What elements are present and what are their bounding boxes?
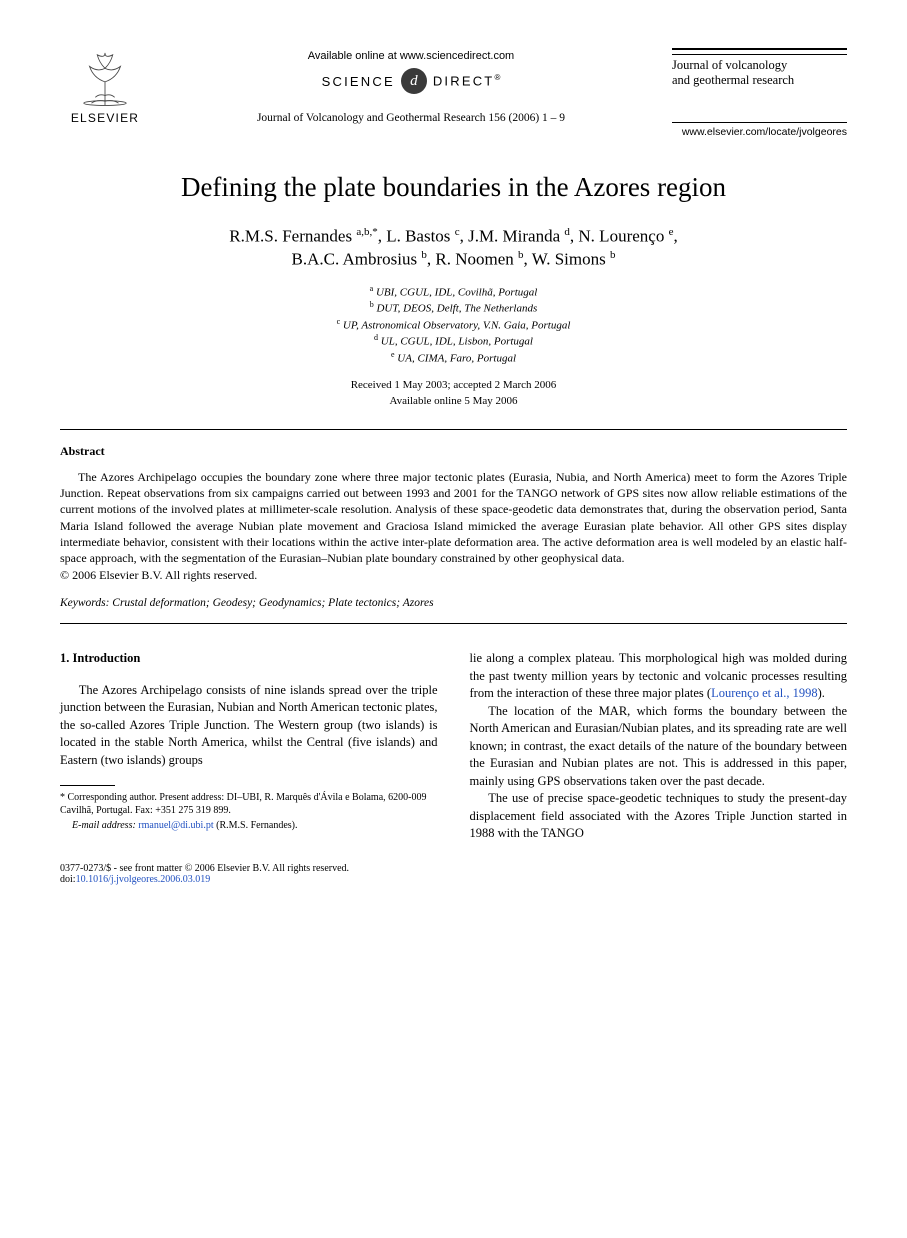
email-label: E-mail address:: [72, 820, 136, 831]
citation-link[interactable]: Lourenço et al., 1998: [711, 686, 818, 700]
body-paragraph: The use of precise space-geodetic techni…: [470, 790, 848, 843]
publisher-logo-block: ELSEVIER: [60, 48, 150, 125]
header-center: Available online at www.sciencedirect.co…: [168, 48, 654, 124]
keywords-list: Crustal deformation; Geodesy; Geodynamic…: [112, 597, 433, 609]
paper-title: Defining the plate boundaries in the Azo…: [60, 172, 847, 203]
copyright-line: © 2006 Elsevier B.V. All rights reserved…: [60, 568, 847, 583]
body-paragraph: The location of the MAR, which forms the…: [470, 703, 848, 791]
rule-icon: [672, 122, 847, 123]
keywords-label: Keywords:: [60, 597, 109, 609]
journal-name-block: Journal of volcanology and geothermal re…: [672, 48, 847, 138]
footnote-rule-icon: [60, 785, 115, 786]
doi-link[interactable]: 10.1016/j.jvolgeores.2006.03.019: [76, 874, 211, 885]
column-left: 1. Introduction The Azores Archipelago c…: [60, 650, 438, 843]
journal-name-line1: Journal of volcanology: [672, 58, 787, 72]
corresponding-author-footnote: * Corresponding author. Present address:…: [60, 791, 438, 817]
journal-name: Journal of volcanology and geothermal re…: [672, 58, 847, 88]
correspondence-text: Corresponding author. Present address: D…: [60, 792, 426, 816]
footnote-star: *: [60, 792, 65, 803]
body-paragraph: The Azores Archipelago consists of nine …: [60, 682, 438, 770]
rule-icon: [672, 48, 847, 50]
elsevier-tree-icon: [75, 48, 135, 108]
journal-name-line2: and geothermal research: [672, 73, 794, 87]
body-text: ).: [818, 686, 825, 700]
author-list: R.M.S. Fernandes a,b,*, L. Bastos c, J.M…: [60, 225, 847, 272]
affiliation-item: a UBI, CGUL, IDL, Covilhã, Portugal: [60, 284, 847, 301]
journal-url: www.elsevier.com/locate/jvolgeores: [672, 126, 847, 138]
front-matter-text: 0377-0273/$ - see front matter © 2006 El…: [60, 863, 349, 874]
registered-mark: ®: [494, 73, 500, 82]
abstract-body: The Azores Archipelago occupies the boun…: [60, 469, 847, 566]
front-matter-line: 0377-0273/$ - see front matter © 2006 El…: [60, 863, 847, 885]
paper-header: ELSEVIER Available online at www.science…: [60, 48, 847, 138]
divider-icon: [60, 623, 847, 624]
received-date: Received 1 May 2003; accepted 2 March 20…: [351, 379, 557, 391]
email-who: (R.M.S. Fernandes).: [216, 820, 297, 831]
email-footnote: E-mail address: rmanuel@di.ubi.pt (R.M.S…: [60, 819, 438, 832]
sd-word-right: DIRECT: [433, 74, 495, 89]
rule-icon: [672, 54, 847, 55]
affiliation-item: d UL, CGUL, IDL, Lisbon, Portugal: [60, 333, 847, 350]
doi-label: doi:: [60, 874, 76, 885]
available-online-text: Available online at www.sciencedirect.co…: [308, 50, 514, 62]
sciencedirect-logo: SCIENCE d DIRECT®: [322, 68, 501, 94]
body-columns: 1. Introduction The Azores Archipelago c…: [60, 650, 847, 843]
section-heading: 1. Introduction: [60, 650, 438, 668]
column-right: lie along a complex plateau. This morpho…: [470, 650, 848, 843]
affiliation-item: c UP, Astronomical Observatory, V.N. Gai…: [60, 317, 847, 334]
divider-icon: [60, 429, 847, 430]
keywords-line: Keywords: Crustal deformation; Geodesy; …: [60, 597, 847, 609]
affiliation-item: e UA, CIMA, Faro, Portugal: [60, 350, 847, 367]
body-paragraph: lie along a complex plateau. This morpho…: [470, 650, 848, 703]
affiliation-list: a UBI, CGUL, IDL, Covilhã, Portugalb DUT…: [60, 284, 847, 367]
email-link[interactable]: rmanuel@di.ubi.pt: [138, 820, 213, 831]
article-dates: Received 1 May 2003; accepted 2 March 20…: [60, 378, 847, 409]
publisher-name: ELSEVIER: [71, 111, 139, 125]
abstract-heading: Abstract: [60, 444, 847, 459]
affiliation-item: b DUT, DEOS, Delft, The Netherlands: [60, 300, 847, 317]
sd-word-left: SCIENCE: [322, 74, 395, 89]
online-date: Available online 5 May 2006: [389, 395, 517, 407]
sd-at-icon: d: [401, 68, 427, 94]
journal-citation: Journal of Volcanology and Geothermal Re…: [257, 112, 565, 124]
